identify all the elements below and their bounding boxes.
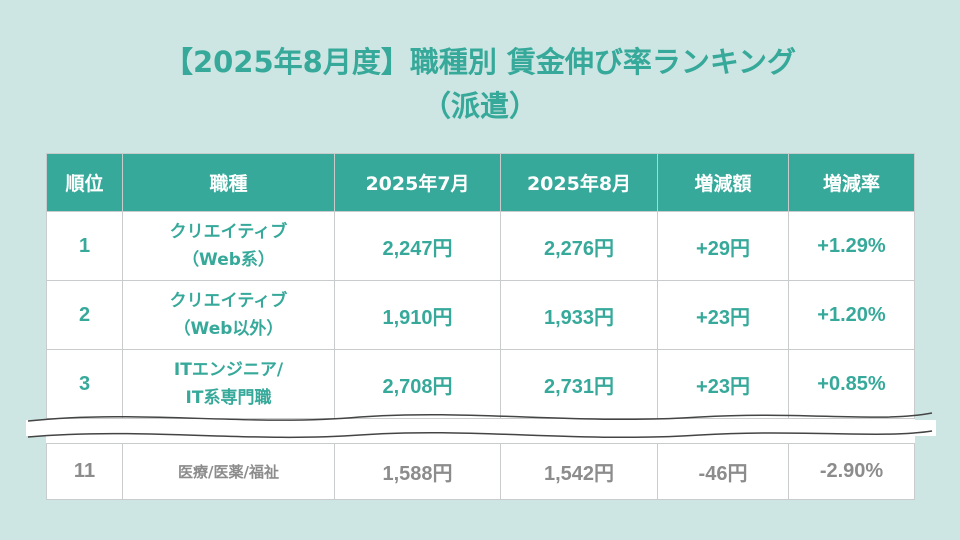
july-wage-cell: 2,247円: [334, 211, 501, 281]
table-header-row: 順位 職種 2025年7月 2025年8月 増減額 増減率: [46, 153, 915, 212]
job-cell: 医療/医薬/福祉: [122, 443, 335, 500]
job-name-line-1: クリエイティブ: [169, 222, 288, 242]
table-row: 2 クリエイティブ （Web以外） 1,910円 1,933円 +23円 +1.…: [46, 280, 915, 350]
table-row: 1 クリエイティブ （Web系） 2,247円 2,276円 +29円 +1.2…: [46, 211, 915, 281]
rate-cell: -2.90%: [788, 443, 915, 500]
job-name-line-2: （Web以外）: [173, 319, 284, 339]
table-row: 3 ITエンジニア/ IT系専門職 2,708円 2,731円 +23円 +0.…: [46, 349, 915, 419]
rate-cell: +1.29%: [788, 211, 915, 281]
header-july: 2025年7月: [334, 153, 501, 212]
august-wage-cell: 1,542円: [500, 443, 658, 500]
job-cell: クリエイティブ （Web系）: [122, 211, 335, 281]
rank-cell: 3: [46, 349, 123, 419]
august-wage-cell: 2,731円: [500, 349, 658, 419]
header-rate: 増減率: [788, 153, 915, 212]
table-row-bottom: 11 医療/医薬/福祉 1,588円 1,542円 -46円 -2.90%: [46, 443, 915, 500]
diff-cell: +23円: [657, 349, 789, 419]
title-line-2: （派遣）: [421, 89, 538, 123]
job-name-line-1: クリエイティブ: [169, 291, 288, 311]
header-rank: 順位: [46, 153, 123, 212]
job-name-line-2: IT系専門職: [185, 388, 272, 408]
diff-cell: +23円: [657, 280, 789, 350]
table-break-gap: [26, 420, 936, 436]
rank-cell: 2: [46, 280, 123, 350]
break-line-lower: [27, 430, 933, 439]
header-august: 2025年8月: [500, 153, 658, 212]
slide-title: 【2025年8月度】職種別 賃金伸び率ランキング （派遣）: [0, 40, 960, 128]
rank-cell: 1: [46, 211, 123, 281]
august-wage-cell: 2,276円: [500, 211, 658, 281]
rank-cell: 11: [46, 443, 123, 500]
job-name-line-2: （Web系）: [182, 250, 275, 270]
ranking-table-wrapper: 順位 職種 2025年7月 2025年8月 増減額 増減率 1 クリエイティブ …: [46, 153, 915, 500]
july-wage-cell: 1,588円: [334, 443, 501, 500]
job-cell: クリエイティブ （Web以外）: [122, 280, 335, 350]
august-wage-cell: 1,933円: [500, 280, 658, 350]
header-job: 職種: [122, 153, 335, 212]
break-line-upper: [27, 412, 933, 422]
table-break-marker: [27, 412, 933, 439]
rate-cell: +0.85%: [788, 349, 915, 419]
header-diff: 増減額: [657, 153, 789, 212]
ranking-table: 順位 職種 2025年7月 2025年8月 増減額 増減率 1 クリエイティブ …: [46, 153, 915, 500]
diff-cell: +29円: [657, 211, 789, 281]
july-wage-cell: 2,708円: [334, 349, 501, 419]
diff-cell: -46円: [657, 443, 789, 500]
july-wage-cell: 1,910円: [334, 280, 501, 350]
rate-cell: +1.20%: [788, 280, 915, 350]
title-line-1: 【2025年8月度】職種別 賃金伸び率ランキング: [163, 45, 797, 79]
job-name-line-1: ITエンジニア/: [173, 360, 284, 380]
